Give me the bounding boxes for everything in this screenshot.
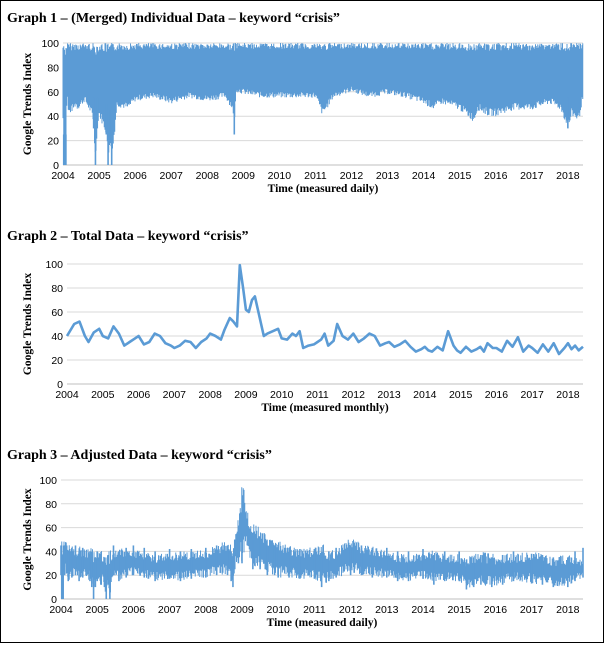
y-tick-label: 80 <box>45 499 57 511</box>
x-tick-label: 2007 <box>160 170 184 182</box>
graph3-title: Graph 3 – Adjusted Data – keyword “crisi… <box>7 448 272 463</box>
y-tick-label: 20 <box>45 570 57 582</box>
x-tick-label: 2009 <box>234 389 258 401</box>
x-tick-label: 2006 <box>122 604 146 616</box>
x-tick-label: 2004 <box>49 604 73 616</box>
x-tick-label: 2017 <box>520 604 544 616</box>
x-tick-label: 2014 <box>411 604 435 616</box>
x-tick-label: 2004 <box>55 389 79 401</box>
x-tick-label: 2008 <box>196 170 220 182</box>
x-axis-label: Time (measured monthly) <box>261 402 389 414</box>
graph3-chart: 0 20 40 60 80 100 2004 2005 2006 2007 2008 2009 2010… <box>22 475 584 629</box>
graph2-chart: 0 20 40 60 80 100 2004 2005 2006 2007 2008 2009 2010… <box>22 259 584 414</box>
x-tick-label: 2006 <box>123 170 147 182</box>
x-tick-label: 2005 <box>91 389 115 401</box>
x-tick-label: 2008 <box>198 389 222 401</box>
x-tick-label: 2007 <box>158 604 182 616</box>
x-axis-label: Time (measured daily) <box>267 617 378 629</box>
x-tick-label: 2015 <box>448 170 472 182</box>
x-tick-label: 2006 <box>127 389 151 401</box>
y-tick-label: 20 <box>51 355 63 367</box>
x-tick-label: 2016 <box>484 604 508 616</box>
graph1-title: Graph 1 – (Merged) Individual Data – key… <box>7 11 340 26</box>
x-tick-label: 2013 <box>377 389 401 401</box>
y-tick-label: 40 <box>51 331 63 343</box>
y-tick-label: 100 <box>45 259 63 271</box>
x-tick-label: 2015 <box>448 604 472 616</box>
x-tick-label: 2012 <box>340 170 364 182</box>
y-tick-label: 60 <box>51 307 63 319</box>
x-tick-label: 2017 <box>520 170 544 182</box>
y-tick-label: 0 <box>51 594 57 606</box>
y-tick-label: 20 <box>47 136 59 148</box>
graph1-chart: 0 20 40 60 80 100 2004 2005 2006 2007 2008 2009 2010… <box>22 38 584 195</box>
y-tick-label: 100 <box>41 38 59 50</box>
x-tick-label: 2016 <box>484 170 508 182</box>
x-tick-label: 2018 <box>556 170 580 182</box>
y-tick-label: 80 <box>51 283 63 295</box>
y-tick-label: 60 <box>47 87 59 99</box>
y-tick-label: 0 <box>57 379 63 391</box>
x-tick-label: 2005 <box>87 170 111 182</box>
x-tick-label: 2007 <box>163 389 187 401</box>
x-tick-label: 2018 <box>556 604 580 616</box>
x-tick-label: 2012 <box>342 389 366 401</box>
x-tick-label: 2013 <box>376 170 400 182</box>
x-tick-label: 2014 <box>413 389 437 401</box>
y-tick-label: 40 <box>47 111 59 123</box>
y-axis-label: Google Trends Index <box>22 273 34 375</box>
x-tick-label: 2016 <box>485 389 509 401</box>
y-tick-label: 80 <box>47 62 59 74</box>
x-tick-label: 2014 <box>412 170 436 182</box>
x-tick-label: 2011 <box>303 604 326 616</box>
x-tick-label: 2012 <box>339 604 363 616</box>
x-axis-label: Time (measured daily) <box>268 183 379 195</box>
y-axis-label: Google Trends Index <box>22 488 34 590</box>
x-tick-label: 2013 <box>375 604 399 616</box>
x-tick-label: 2017 <box>521 389 545 401</box>
series-line <box>65 263 584 356</box>
x-tick-label: 2008 <box>194 604 218 616</box>
y-tick-label: 100 <box>39 475 57 487</box>
x-tick-label: 2004 <box>51 170 75 182</box>
graph2-title: Graph 2 – Total Data – keyword “crisis” <box>7 229 249 244</box>
x-tick-label: 2018 <box>556 389 580 401</box>
x-tick-label: 2011 <box>304 170 327 182</box>
y-tick-label: 60 <box>45 523 57 535</box>
y-axis-label: Google Trends Index <box>22 53 34 155</box>
x-tick-label: 2015 <box>449 389 473 401</box>
series-band <box>62 43 584 164</box>
x-tick-label: 2009 <box>230 604 254 616</box>
x-tick-label: 2005 <box>86 604 110 616</box>
y-tick-label: 0 <box>53 160 59 172</box>
x-tick-label: 2011 <box>306 389 329 401</box>
y-tick-label: 40 <box>45 546 57 558</box>
x-tick-label: 2009 <box>232 170 256 182</box>
x-tick-label: 2010 <box>268 170 292 182</box>
x-tick-label: 2010 <box>270 389 294 401</box>
x-tick-label: 2010 <box>267 604 291 616</box>
